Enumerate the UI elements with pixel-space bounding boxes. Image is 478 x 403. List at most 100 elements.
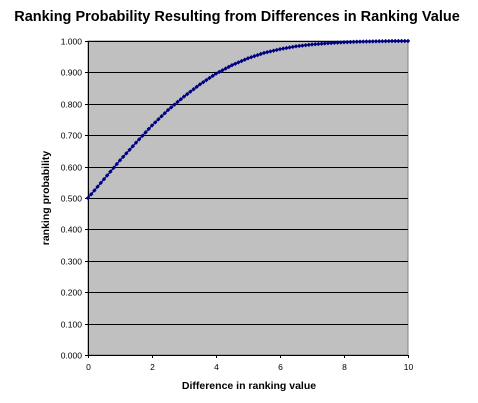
data-point bbox=[377, 39, 382, 44]
data-point bbox=[95, 184, 100, 189]
data-point bbox=[399, 38, 404, 44]
data-point bbox=[181, 94, 187, 99]
data-point bbox=[245, 56, 251, 61]
y-tick-label: 0.700 bbox=[61, 131, 83, 141]
data-point bbox=[146, 126, 151, 132]
data-point bbox=[361, 39, 366, 44]
data-point bbox=[313, 42, 318, 47]
data-point bbox=[143, 130, 148, 135]
data-point bbox=[300, 43, 305, 48]
data-point bbox=[172, 102, 177, 107]
data-point bbox=[137, 137, 142, 142]
data-point bbox=[178, 97, 183, 102]
data-point bbox=[213, 71, 219, 76]
data-point bbox=[92, 188, 97, 193]
data-point bbox=[220, 68, 225, 73]
data-point bbox=[124, 151, 129, 156]
data-point bbox=[373, 39, 379, 44]
data-point bbox=[329, 40, 334, 46]
data-point bbox=[348, 39, 353, 45]
data-point bbox=[169, 105, 174, 110]
data-point bbox=[153, 120, 158, 125]
data-point bbox=[223, 66, 228, 71]
y-tick-label: 1.000 bbox=[61, 37, 83, 47]
data-point bbox=[111, 165, 116, 171]
data-point bbox=[197, 82, 203, 87]
data-point bbox=[281, 46, 286, 51]
y-tick-label: 0.500 bbox=[61, 194, 83, 204]
data-point bbox=[217, 69, 222, 75]
data-point bbox=[210, 73, 215, 78]
data-point bbox=[303, 43, 308, 48]
data-point bbox=[341, 40, 347, 45]
data-point bbox=[242, 57, 247, 62]
data-point bbox=[402, 38, 407, 44]
x-tick-label: 10 bbox=[404, 362, 414, 372]
data-point bbox=[98, 180, 103, 186]
data-point bbox=[393, 38, 398, 44]
chart-title: Ranking Probability Resulting from Diffe… bbox=[14, 9, 460, 25]
y-tick-label: 0.400 bbox=[61, 225, 83, 235]
data-point bbox=[252, 53, 257, 59]
data-point bbox=[265, 49, 270, 55]
y-tick-label: 0.200 bbox=[61, 288, 83, 298]
data-point bbox=[383, 38, 388, 44]
data-point bbox=[396, 38, 401, 44]
data-point bbox=[293, 44, 299, 49]
data-point bbox=[236, 60, 241, 65]
data-point bbox=[325, 40, 331, 46]
data-point bbox=[370, 39, 375, 44]
data-point bbox=[117, 158, 123, 163]
data-point bbox=[364, 39, 369, 44]
data-point bbox=[133, 140, 139, 145]
data-point bbox=[316, 41, 321, 47]
data-point bbox=[191, 87, 196, 92]
y-tick-label: 0.800 bbox=[61, 100, 83, 110]
data-point bbox=[204, 77, 209, 83]
data-point bbox=[89, 192, 94, 197]
x-axis-title: Difference in ranking value bbox=[182, 380, 316, 392]
y-axis-title: ranking probability bbox=[40, 151, 52, 246]
data-point bbox=[357, 39, 363, 44]
data-point bbox=[149, 123, 155, 128]
data-point bbox=[85, 195, 91, 201]
data-point bbox=[258, 51, 263, 57]
data-point bbox=[297, 43, 302, 49]
data-point bbox=[287, 45, 292, 50]
y-tick-label: 0.900 bbox=[61, 68, 83, 78]
x-tick-label: 2 bbox=[150, 362, 155, 372]
data-point bbox=[114, 161, 119, 167]
data-point bbox=[351, 39, 356, 45]
data-point bbox=[309, 42, 315, 47]
data-point bbox=[207, 75, 212, 81]
data-point bbox=[239, 58, 244, 64]
data-point bbox=[386, 38, 391, 44]
data-point bbox=[175, 99, 180, 105]
y-tick-label: 0.100 bbox=[61, 320, 83, 330]
y-tick-label: 0.300 bbox=[61, 257, 83, 267]
x-tick-label: 0 bbox=[86, 362, 91, 372]
data-point bbox=[188, 89, 193, 94]
data-point bbox=[130, 144, 135, 149]
data-point bbox=[108, 169, 113, 174]
data-point bbox=[389, 38, 395, 44]
data-point bbox=[268, 49, 273, 54]
data-point bbox=[335, 40, 340, 45]
data-point bbox=[185, 91, 190, 97]
data-point bbox=[261, 50, 267, 56]
data-point bbox=[233, 61, 238, 66]
data-point bbox=[405, 38, 411, 44]
data-point bbox=[338, 40, 343, 45]
x-tick-label: 8 bbox=[342, 362, 347, 372]
data-point bbox=[101, 176, 107, 182]
data-point bbox=[380, 38, 385, 44]
data-point bbox=[201, 79, 206, 85]
data-point bbox=[226, 64, 231, 70]
data-point bbox=[319, 41, 324, 46]
data-point bbox=[322, 41, 327, 46]
x-tick-label: 6 bbox=[278, 362, 283, 372]
data-point bbox=[156, 117, 161, 122]
data-point bbox=[277, 46, 283, 52]
data-point bbox=[367, 39, 372, 44]
